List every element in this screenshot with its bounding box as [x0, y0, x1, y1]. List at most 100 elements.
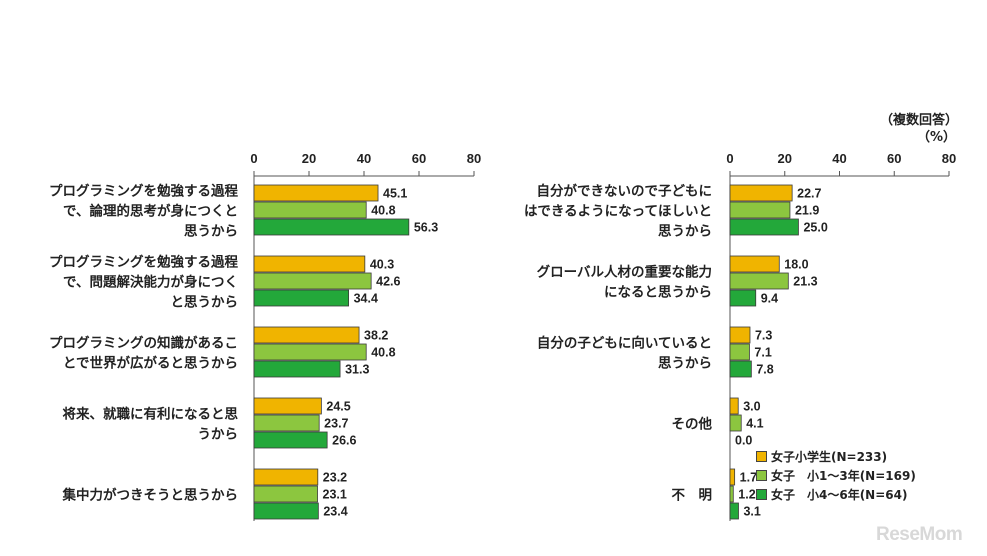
bar	[729, 343, 750, 361]
category-label: 思うから	[184, 224, 238, 240]
category-label: その他	[672, 416, 713, 433]
bar	[253, 485, 318, 503]
legend-swatch-series-3	[756, 489, 767, 500]
data-label: 40.8	[371, 204, 395, 218]
bar	[253, 218, 410, 236]
category-label: プログラミングを勉強する過程	[49, 183, 238, 200]
category-label: 集中力がつきそうと思うから	[62, 487, 239, 504]
bar	[253, 201, 367, 219]
data-label: 23.4	[323, 505, 347, 519]
data-label: 21.9	[795, 204, 819, 218]
bar	[729, 485, 734, 503]
category-label: で、論理的思考が身につくと	[63, 203, 238, 220]
legend-item: 女子小学生(N=233)	[756, 447, 916, 466]
legend-item: 女子 小4～6年(N=64)	[756, 485, 916, 504]
x-tick-label: 40	[357, 151, 371, 166]
bar	[729, 397, 739, 415]
x-tick-label: 0	[726, 151, 733, 166]
category-label: 自分の子どもに向いていると	[537, 335, 712, 352]
bar	[253, 397, 322, 415]
bar	[729, 360, 752, 378]
data-label: 1.2	[738, 488, 755, 502]
data-label: 38.2	[364, 329, 388, 343]
bar	[253, 431, 328, 449]
x-tick-label: 60	[887, 151, 901, 166]
chart-panel-1: 0 20 40 60 80プログラミングを勉強する過程で、論理的思考が身につくと思うから…	[49, 151, 481, 521]
bar	[253, 502, 319, 520]
data-label: 31.3	[345, 363, 369, 377]
bar	[253, 360, 341, 378]
bar	[729, 468, 736, 486]
legend-label: 女子小学生(N=233)	[771, 450, 888, 464]
data-label: 25.0	[803, 221, 827, 235]
data-label: 23.1	[323, 488, 347, 502]
data-label: 3.1	[743, 505, 760, 519]
category-label: になると思うから	[604, 285, 712, 301]
data-label: 34.4	[354, 292, 378, 306]
category-label: うから	[198, 427, 239, 443]
bar	[729, 184, 793, 202]
legend: 女子小学生(N=233) 女子 小1～3年(N=169) 女子 小4～6年(N=…	[756, 447, 916, 504]
bar	[253, 272, 372, 290]
x-tick-label: 80	[467, 151, 481, 166]
data-label: 56.3	[414, 221, 438, 235]
category-label: と思うから	[171, 295, 239, 311]
chart-panel-2: 0 20 40 60 80 自分ができないので子どもにはできるようになってほしいと思うから…	[524, 151, 956, 521]
bar	[729, 289, 757, 307]
data-label: 1.7	[740, 471, 757, 485]
data-label: 18.0	[784, 258, 808, 272]
category-label: はできるようになってほしいと	[524, 204, 712, 220]
category-label: 思うから	[658, 224, 712, 240]
legend-swatch-series-1	[756, 451, 767, 462]
category-label: で、問題解決能力が身につく	[63, 274, 238, 291]
category-label: グローバル人材の重要な能力	[537, 264, 712, 281]
x-tick-label: 60	[412, 151, 426, 166]
data-label: 4.1	[746, 417, 763, 431]
data-label: 7.8	[756, 363, 773, 377]
bar	[729, 272, 789, 290]
category-label: 自分ができないので子どもに	[537, 183, 713, 200]
data-label: 21.3	[793, 275, 817, 289]
unit-note: （%）	[917, 130, 957, 145]
bar	[253, 414, 320, 432]
data-label: 40.3	[370, 258, 394, 272]
data-label: 24.5	[326, 400, 350, 414]
bar	[253, 343, 367, 361]
data-label: 26.6	[332, 434, 356, 448]
x-tick-label: 0	[250, 151, 257, 166]
data-label: 9.4	[761, 292, 778, 306]
data-label: 7.3	[755, 329, 772, 343]
category-label: プログラミングを勉強する過程	[49, 254, 238, 271]
data-label: 23.7	[324, 417, 348, 431]
legend-item: 女子 小1～3年(N=169)	[756, 466, 916, 485]
data-label: 42.6	[376, 275, 400, 289]
bar	[253, 184, 379, 202]
data-label: 3.0	[743, 400, 760, 414]
bar	[253, 255, 366, 273]
category-label: 思うから	[658, 356, 712, 372]
resemom-logo: ReseMom	[876, 524, 963, 545]
legend-label: 女子 小1～3年(N=169)	[771, 469, 916, 483]
legend-swatch-series-2	[756, 470, 767, 481]
bar	[729, 414, 742, 432]
data-label: 0.0	[735, 434, 752, 448]
data-label: 45.1	[383, 187, 407, 201]
bar	[729, 502, 739, 520]
x-tick-label: 40	[832, 151, 846, 166]
bar	[729, 201, 791, 219]
data-label: 23.2	[323, 471, 347, 485]
data-label: 22.7	[797, 187, 821, 201]
data-label: 7.1	[754, 346, 771, 360]
bar	[253, 468, 319, 486]
data-label: 40.8	[371, 346, 395, 360]
bar	[253, 326, 360, 344]
legend-label: 女子 小4～6年(N=64)	[771, 488, 908, 502]
category-label: 将来、就職に有利になると思	[63, 406, 239, 423]
answer-type-note: （複数回答）	[880, 113, 959, 128]
category-label: とで世界が広がると思うから	[63, 355, 238, 372]
x-tick-label: 20	[778, 151, 792, 166]
bar	[253, 289, 349, 307]
category-label: プログラミングの知識があるこ	[49, 335, 238, 352]
